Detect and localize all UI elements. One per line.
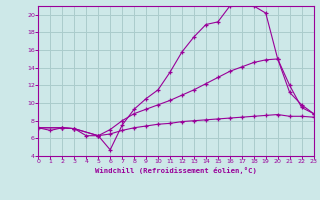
X-axis label: Windchill (Refroidissement éolien,°C): Windchill (Refroidissement éolien,°C) [95,167,257,174]
